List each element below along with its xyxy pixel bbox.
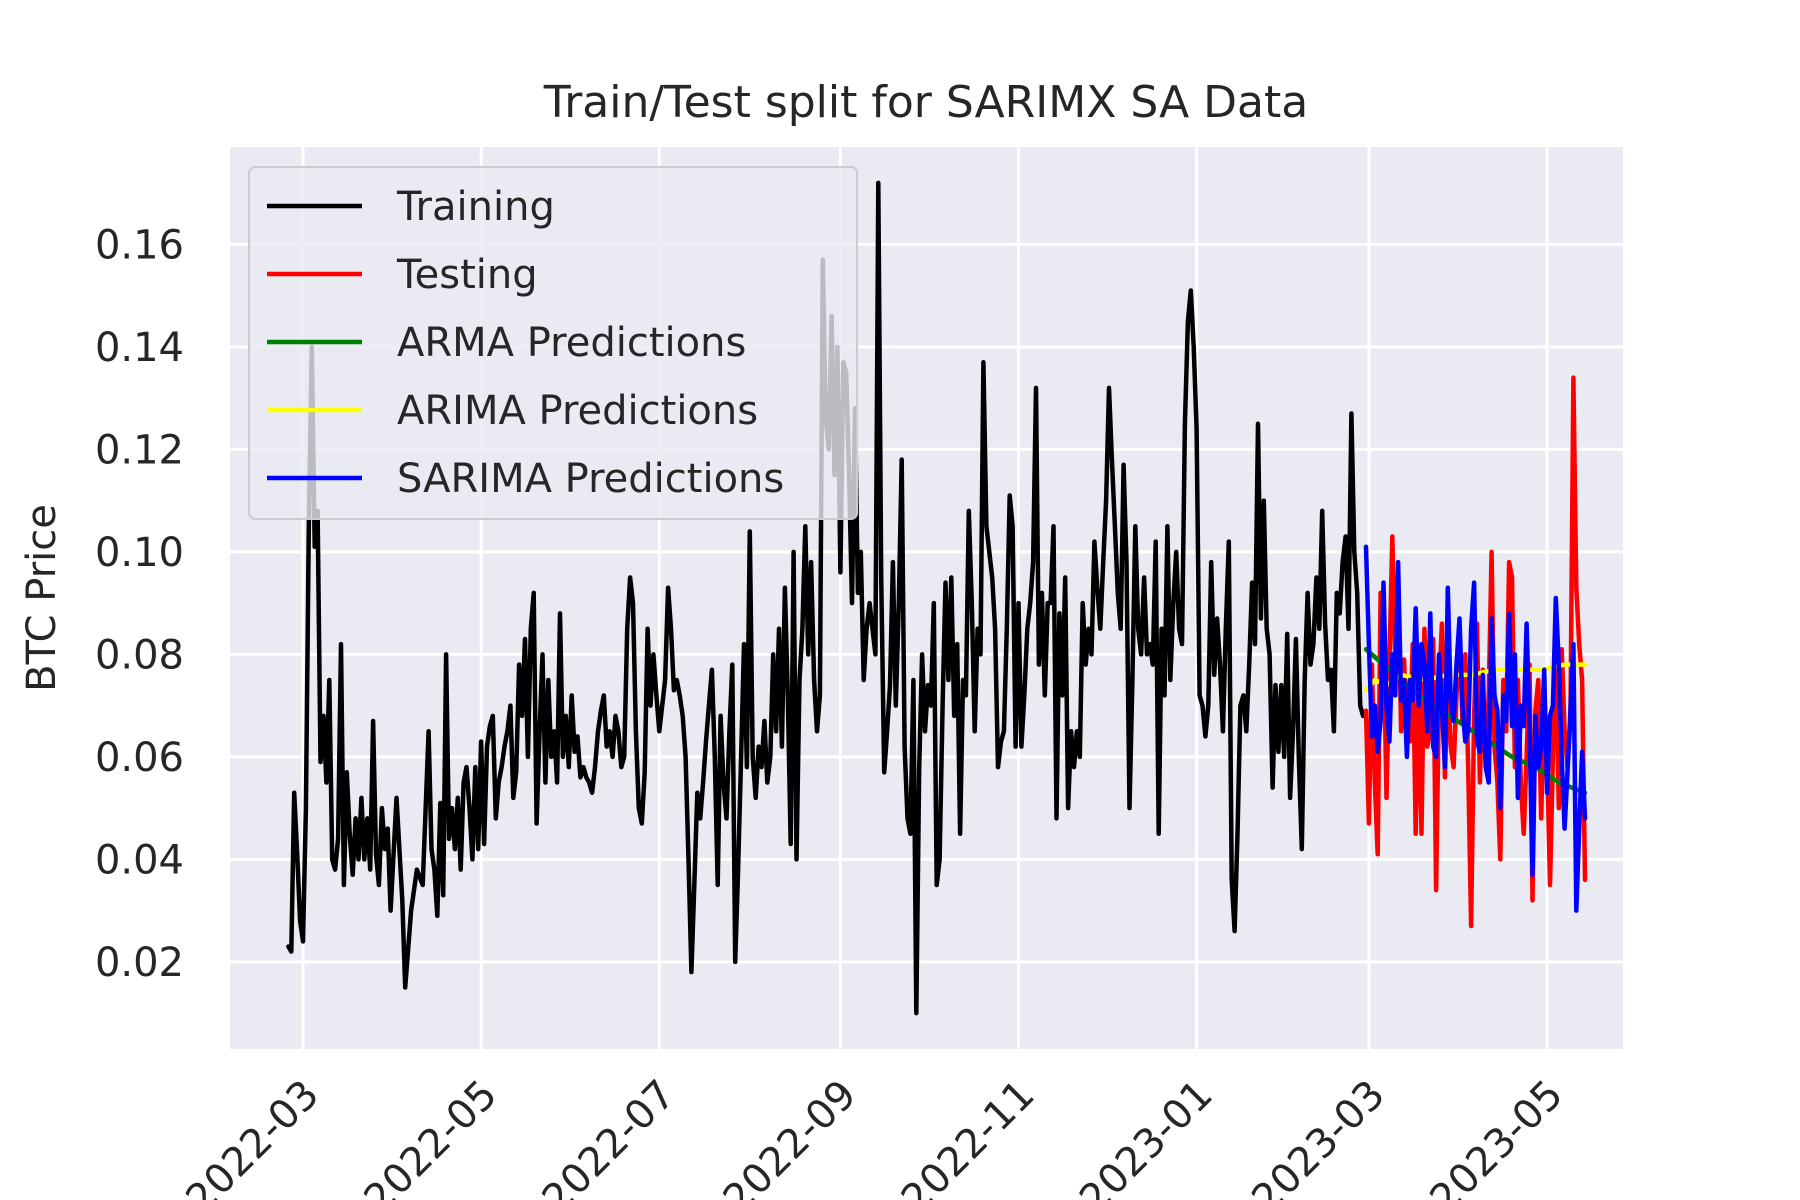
- y-tick-label: 0.06: [95, 735, 184, 781]
- y-tick-label: 0.10: [95, 530, 184, 576]
- legend-item-sarima-predictions: SARIMA Predictions: [267, 456, 784, 502]
- legend-item-testing: Testing: [267, 252, 538, 298]
- legend-label: SARIMA Predictions: [397, 456, 784, 502]
- x-tick-label: 2022-07: [534, 1072, 685, 1200]
- x-tick-label: 2022-05: [356, 1072, 507, 1200]
- legend-box: [248, 166, 858, 520]
- legend-item-training: Training: [267, 184, 555, 230]
- x-tick-label: 2023-05: [1421, 1072, 1572, 1200]
- legend: Training Testing ARMA Predictions ARIMA Pre…: [248, 166, 858, 520]
- legend-label: Training: [396, 184, 555, 230]
- legend-item-arma-predictions: ARMA Predictions: [267, 320, 746, 366]
- legend-label: ARMA Predictions: [397, 320, 746, 366]
- y-tick-label: 0.08: [95, 632, 184, 678]
- y-tick-label: 0.16: [95, 222, 184, 268]
- x-tick-label: 2022-11: [893, 1072, 1044, 1200]
- legend-item-arima-predictions: ARIMA Predictions: [267, 388, 758, 434]
- y-axis-label: BTC Price: [19, 504, 65, 692]
- y-tick-label: 0.12: [95, 427, 184, 473]
- legend-label: ARIMA Predictions: [397, 388, 758, 434]
- x-tick-label: 2023-03: [1243, 1072, 1394, 1200]
- y-axis: 0.02 0.04 0.06 0.08 0.10 0.12 0.14 0.16: [95, 222, 184, 986]
- y-tick-label: 0.02: [95, 940, 184, 986]
- legend-label: Testing: [396, 252, 538, 298]
- series-line-sarima-predictions: [1363, 544, 1588, 913]
- x-tick-label: 2022-03: [177, 1072, 328, 1200]
- x-tick-label: 2023-01: [1071, 1072, 1222, 1200]
- x-tick-label: 2022-09: [715, 1072, 866, 1200]
- x-axis: 2022-03 2022-05 2022-07 2022-09 2022-11 2023-…: [177, 1072, 1572, 1200]
- chart-title: Train/Test split for SARIMX SA Data: [543, 77, 1308, 128]
- y-tick-label: 0.14: [95, 325, 184, 371]
- y-tick-label: 0.04: [95, 837, 184, 883]
